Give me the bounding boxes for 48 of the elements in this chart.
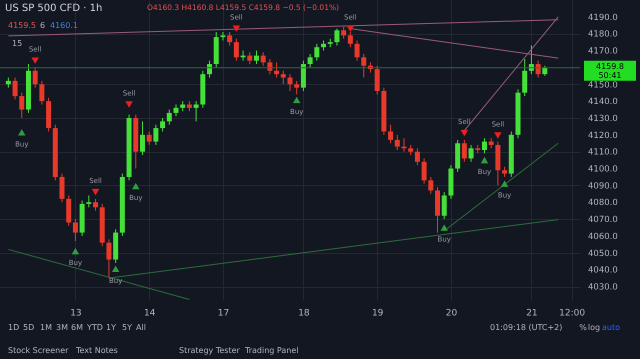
y-tick-label: 4140.0: [588, 97, 618, 108]
y-tick-label: 4090.0: [588, 181, 618, 192]
chart-title: US SP 500 CFD · 1h: [5, 3, 102, 14]
y-tick-label: 4110.0: [588, 148, 618, 158]
text: Text Notes: [75, 346, 118, 355]
text: 1M: [40, 323, 52, 332]
x-tick-label: 19: [372, 308, 384, 318]
x-tick-label: 13: [70, 308, 82, 318]
text: Stock Screener: [8, 346, 70, 355]
text: 50:41: [598, 71, 622, 80]
y-tick-label: 4060.0: [588, 232, 618, 242]
annotation: 4160.1: [50, 21, 78, 30]
y-tick-label: 4080.0: [588, 198, 618, 208]
text: 5Y: [122, 323, 132, 332]
y-tick-label: 4150.0: [588, 80, 618, 90]
y-tick-label: 4040.0: [588, 266, 618, 276]
text: Strategy Tester: [179, 346, 240, 355]
y-tick-label: 4120.0: [588, 130, 618, 141]
x-tick-label: 17: [218, 308, 230, 318]
x-tick-label: 14: [144, 308, 156, 318]
y-tick-label: 4070.0: [588, 215, 618, 226]
text: 1Y: [106, 323, 116, 332]
text: 6M: [71, 323, 84, 332]
y-tick-label: 4100.0: [588, 164, 618, 175]
text: 3M: [56, 323, 68, 332]
y-tick-label: 4030.0: [588, 282, 618, 293]
y-tick-label: 4130.0: [588, 114, 618, 124]
text: auto: [602, 323, 620, 332]
y-tick-label: 4170.0: [588, 46, 618, 57]
text: log: [588, 323, 600, 332]
text: 01:09:18 (UTC+2): [490, 323, 562, 332]
y-tick-label: 4180.0: [588, 30, 618, 40]
annotation: 15: [12, 39, 22, 48]
annotation: 4159.5: [8, 21, 36, 30]
text: 5D: [23, 323, 34, 332]
x-tick-label: 18: [298, 308, 310, 318]
annotation: 6: [40, 21, 46, 30]
y-tick-label: 4190.0: [588, 12, 618, 23]
text: All: [136, 323, 146, 332]
x-tick-label: 21: [526, 308, 538, 318]
text: Trading Panel: [244, 346, 298, 355]
y-tick-label: 4050.0: [588, 248, 618, 259]
text: 1D: [8, 323, 20, 332]
text: %: [579, 323, 588, 332]
ref-line-label: 4159.8: [596, 62, 624, 71]
x-tick-label: 12:00: [559, 308, 586, 318]
text: YTD: [86, 323, 103, 332]
x-tick-label: 20: [446, 308, 458, 318]
